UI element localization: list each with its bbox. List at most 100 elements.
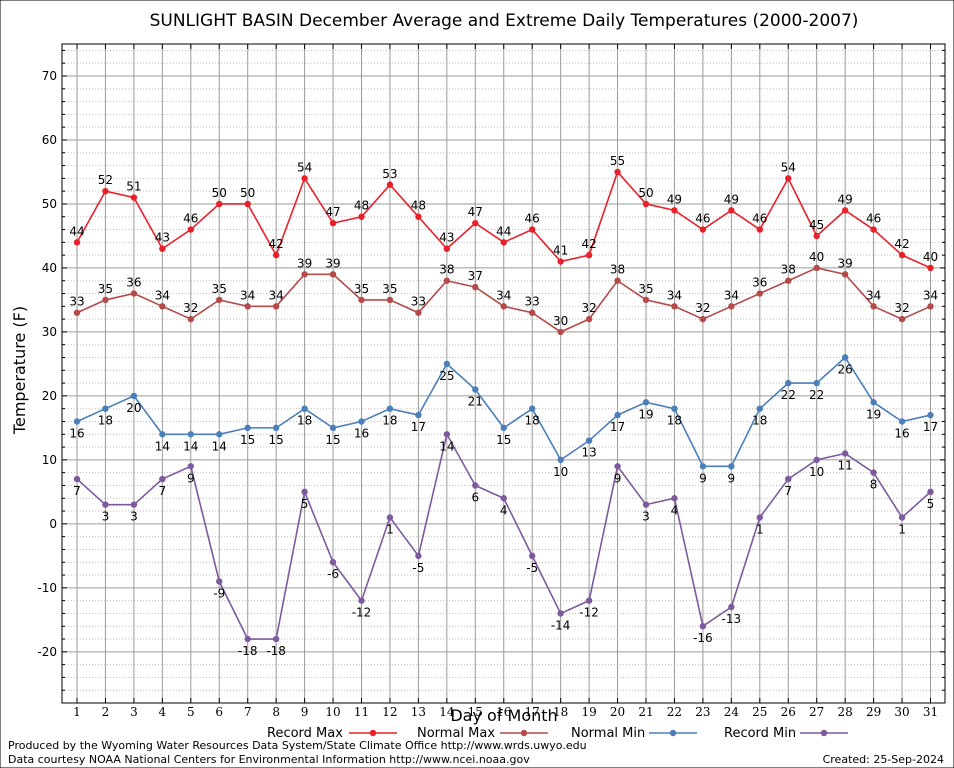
data-label-record-min: 1	[756, 522, 764, 536]
data-point-record-max	[272, 251, 280, 259]
data-label-record-min: 14	[439, 439, 454, 453]
x-tick-label: 31	[923, 705, 938, 719]
x-tick-label: 4	[159, 705, 167, 719]
data-point-record-max	[301, 175, 308, 182]
data-label-record-min: 5	[301, 497, 309, 511]
data-label-record-max: 40	[923, 250, 938, 264]
data-point-record-min	[699, 623, 707, 630]
data-label-record-min: -5	[412, 561, 424, 575]
data-label-record-max: 44	[496, 224, 511, 238]
data-label-normal-min: 18	[667, 414, 682, 428]
x-tick-label: 16	[496, 705, 511, 719]
data-label-normal-max: 34	[240, 288, 255, 302]
data-point-normal-min	[73, 418, 81, 425]
y-tick-label: 40	[42, 261, 57, 275]
data-point-record-max	[386, 181, 394, 188]
data-label-normal-max: 33	[525, 295, 540, 309]
data-point-record-min	[272, 635, 280, 643]
data-label-normal-max: 39	[838, 256, 853, 270]
data-label-normal-max: 30	[553, 314, 568, 328]
data-label-normal-max: 35	[98, 282, 113, 296]
data-label-normal-min: 15	[240, 433, 255, 447]
data-point-normal-max	[898, 315, 906, 323]
data-label-record-min: 1	[386, 522, 394, 536]
data-point-normal-min	[358, 418, 365, 425]
data-label-normal-max: 36	[126, 276, 141, 290]
data-label-normal-max: 34	[866, 288, 881, 302]
data-point-record-min	[102, 501, 109, 508]
data-label-normal-max: 35	[382, 282, 397, 296]
legend-label: Normal Min	[571, 726, 645, 741]
data-point-normal-max	[73, 309, 81, 316]
data-label-normal-min: 15	[496, 433, 511, 447]
data-point-record-min	[642, 501, 650, 508]
data-point-normal-max	[102, 296, 109, 304]
data-point-normal-max	[785, 277, 792, 284]
data-point-record-min	[244, 635, 251, 643]
data-label-normal-min: 9	[699, 471, 707, 485]
x-tick-label: 8	[272, 705, 280, 719]
data-point-record-max	[870, 226, 877, 233]
data-label-record-max: 50	[240, 186, 255, 200]
data-point-record-max	[159, 245, 166, 252]
data-point-normal-max	[614, 277, 621, 284]
data-point-normal-min	[301, 405, 308, 412]
data-point-normal-max	[529, 309, 536, 316]
legend-item-record-min: Record Min	[724, 726, 848, 741]
x-axis: 1 2 3 4 5 6 7 8 9 10 11 12 13 14 15 16 17 18 19 20 21 22 23 24 2…	[73, 44, 938, 719]
data-point-record-max	[472, 219, 479, 227]
data-point-record-max	[329, 219, 337, 227]
data-point-normal-max	[699, 315, 707, 323]
data-label-normal-max: 35	[354, 282, 369, 296]
x-tick-label: 28	[838, 705, 853, 719]
data-point-record-min	[557, 610, 564, 617]
data-point-record-min	[415, 552, 422, 560]
legend: Record Max Normal Max Normal Min Record Min	[267, 726, 848, 741]
data-label-record-max: 47	[468, 205, 483, 219]
x-tick-label: 13	[411, 705, 426, 719]
data-point-record-min	[870, 469, 877, 476]
data-label-record-max: 55	[610, 154, 625, 168]
data-label-normal-min: 13	[581, 446, 596, 460]
data-point-normal-max	[671, 303, 678, 310]
data-label-normal-min: 17	[610, 420, 625, 434]
data-point-normal-max	[159, 303, 166, 310]
data-label-record-min: 3	[102, 510, 110, 524]
data-point-record-min	[841, 450, 849, 457]
data-label-record-min: 4	[500, 503, 508, 517]
created-date: Created: 25-Sep-2024	[823, 753, 944, 766]
data-label-normal-min: 15	[325, 433, 340, 447]
data-point-normal-min	[642, 399, 650, 406]
data-label-normal-min: 14	[212, 439, 227, 453]
data-point-normal-max	[870, 303, 877, 310]
data-point-normal-max	[386, 296, 394, 304]
data-point-record-max	[130, 194, 138, 201]
data-point-record-min	[614, 463, 621, 470]
data-point-normal-max	[472, 283, 479, 291]
x-tick-label: 5	[187, 705, 195, 719]
data-point-record-max	[756, 226, 763, 233]
data-label-normal-max: 34	[269, 288, 284, 302]
data-label-record-max: 49	[724, 192, 739, 206]
data-point-normal-min	[870, 399, 877, 406]
data-point-record-min	[386, 514, 394, 521]
data-point-record-min	[187, 463, 194, 470]
legend-item-record-max: Record Max	[267, 726, 397, 741]
x-tick-label: 26	[781, 705, 796, 719]
data-point-record-max	[443, 245, 451, 252]
data-label-record-min: -5	[526, 561, 538, 575]
data-point-normal-min	[130, 392, 138, 400]
data-label-normal-max: 32	[183, 301, 198, 315]
data-point-record-min	[73, 475, 81, 483]
data-point-normal-min	[329, 424, 337, 432]
data-label-record-min: 6	[471, 490, 479, 504]
data-point-normal-max	[728, 303, 735, 310]
data-point-normal-max	[358, 296, 365, 304]
data-point-normal-max	[415, 309, 422, 316]
data-point-record-max	[557, 258, 564, 265]
data-point-normal-min	[415, 411, 422, 419]
data-label-record-max: 42	[894, 237, 909, 251]
legend-marker	[669, 729, 677, 737]
data-point-normal-min	[272, 424, 280, 432]
data-label-record-min: -6	[327, 567, 339, 581]
